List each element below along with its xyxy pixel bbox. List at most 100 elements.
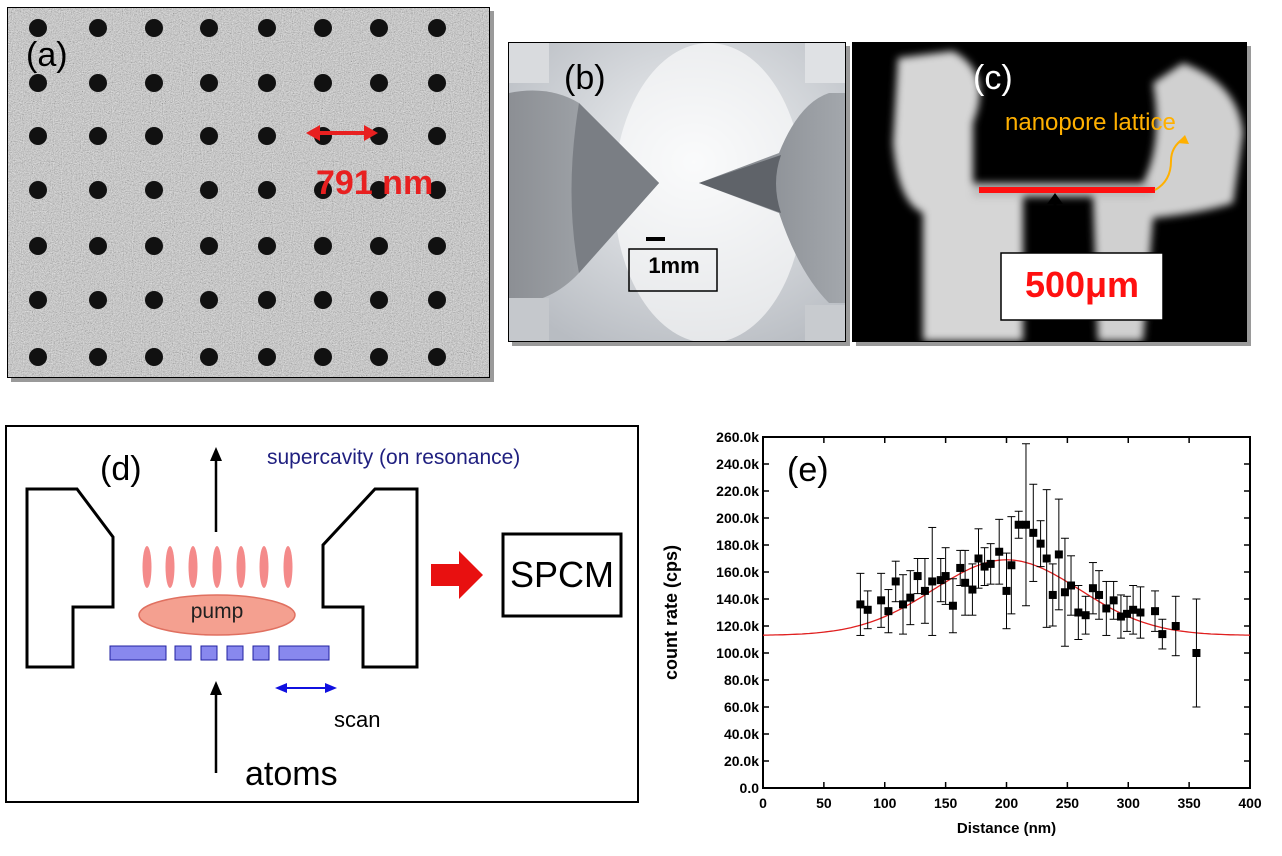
data-point	[1054, 550, 1063, 559]
nanopore-hole	[370, 291, 388, 309]
nanopore-hole	[428, 348, 446, 366]
nanopore-hole	[145, 348, 163, 366]
nanopore-hole	[314, 74, 332, 92]
lattice-spacing-label: 791 nm	[316, 164, 434, 202]
nanopore-hole	[258, 19, 276, 37]
nanopore-hole	[29, 19, 47, 37]
panel-a-sem-image: (a) 791 nm	[7, 7, 490, 378]
x-tick-label: 300	[1117, 795, 1141, 811]
y-axis-label: count rate (cps)	[661, 545, 681, 680]
nanopore-hole	[200, 74, 218, 92]
wave-node	[212, 546, 222, 588]
cavity-schematic	[25, 447, 623, 773]
nanopore-hole	[89, 74, 107, 92]
data-point	[948, 601, 957, 610]
wave-node	[259, 546, 269, 588]
count-rate-chart: 0 50 100 150 200 250 300 350 400 0.0 20.0k 40.0k 60.…	[661, 429, 1262, 837]
data-point	[1151, 607, 1160, 616]
wave-node	[236, 546, 246, 588]
nanopore-hole	[428, 19, 446, 37]
panel-b-photo: (b) 1mm	[508, 42, 846, 342]
panel-e-label: (e)	[787, 451, 829, 489]
data-point	[1021, 520, 1030, 529]
data-point	[1007, 561, 1016, 570]
wave-node	[188, 546, 198, 588]
data-point	[1042, 554, 1051, 563]
nanopore-hole	[314, 348, 332, 366]
nanopore-hole	[258, 181, 276, 199]
data-point	[968, 585, 977, 594]
x-tick-label: 150	[934, 795, 958, 811]
nanopore-hole	[145, 237, 163, 255]
scan-label: scan	[334, 707, 381, 732]
cavity-dark-image	[853, 43, 1246, 341]
nanopore-hole	[314, 19, 332, 37]
nanopore-hole	[89, 181, 107, 199]
data-point	[1136, 608, 1145, 617]
data-point	[936, 576, 945, 585]
panel-d-label: (d)	[100, 450, 142, 488]
nanopore-hole	[428, 181, 446, 199]
panel-a-label: (a)	[26, 36, 68, 74]
data-point	[986, 559, 995, 568]
panel-c-image: (c) nanopore lattice 500μm	[852, 42, 1247, 342]
data-point	[961, 578, 970, 587]
y-tick-label: 60.0k	[724, 699, 759, 715]
x-tick-label: 400	[1238, 795, 1262, 811]
nanopore-hole	[29, 291, 47, 309]
y-tick-label: 260.0k	[716, 429, 759, 445]
nanopore-hole	[29, 348, 47, 366]
nanopore-hole	[29, 181, 47, 199]
nanopore-hole	[200, 237, 218, 255]
nanopore-hole	[370, 181, 388, 199]
nanopore-hole	[145, 181, 163, 199]
y-tick-label: 240.0k	[716, 456, 759, 472]
data-point	[928, 577, 937, 586]
data-point	[956, 563, 965, 572]
y-tick-label: 20.0k	[724, 753, 759, 769]
data-point	[1116, 612, 1125, 621]
data-point	[891, 577, 900, 586]
data-point	[1048, 590, 1057, 599]
data-point	[1109, 596, 1118, 605]
nanopore-hole	[428, 291, 446, 309]
scale-label-500um: 500μm	[1024, 264, 1140, 305]
x-tick-label: 350	[1177, 795, 1201, 811]
nanopore-hole	[200, 291, 218, 309]
cavity-photo	[509, 43, 845, 341]
pump-label: pump	[190, 600, 244, 623]
data-point	[1029, 528, 1038, 537]
supercavity-label: supercavity (on resonance)	[267, 446, 521, 469]
data-point	[1074, 608, 1083, 617]
x-axis-label: Distance (nm)	[957, 820, 1056, 837]
data-point	[884, 607, 893, 616]
y-tick-label: 100.0k	[716, 645, 759, 661]
x-tick-label: 200	[995, 795, 1019, 811]
nanopore-hole	[29, 127, 47, 145]
nanopore-hole	[145, 291, 163, 309]
y-tick-label: 140.0k	[716, 591, 759, 607]
nanopore-hole	[29, 237, 47, 255]
data-point	[1014, 520, 1023, 529]
nanopore-hole	[200, 181, 218, 199]
data-point	[1158, 630, 1167, 639]
data-point	[995, 547, 1004, 556]
pump-ellipse	[138, 594, 296, 636]
wave-node	[283, 546, 293, 588]
nanopore-hole	[314, 291, 332, 309]
nanopore-hole	[89, 291, 107, 309]
data-point	[1123, 609, 1132, 618]
data-point	[1067, 581, 1076, 590]
scale-label-1mm: 1mm	[648, 253, 700, 278]
spacing-arrow	[306, 125, 378, 141]
data-point	[1002, 586, 1011, 595]
panel-c-label: (c)	[973, 59, 1013, 97]
x-tick-label: 0	[759, 795, 767, 811]
panel-e-chart: 0 50 100 150 200 250 300 350 400 0.0 20.0k 40.0k 60.…	[655, 425, 1282, 851]
data-point	[856, 600, 865, 609]
standing-wave	[142, 546, 293, 588]
nanopore-hole	[29, 74, 47, 92]
sem-lattice-image	[8, 8, 489, 377]
y-tick-label: 80.0k	[724, 672, 759, 688]
x-tick-label: 50	[816, 795, 832, 811]
